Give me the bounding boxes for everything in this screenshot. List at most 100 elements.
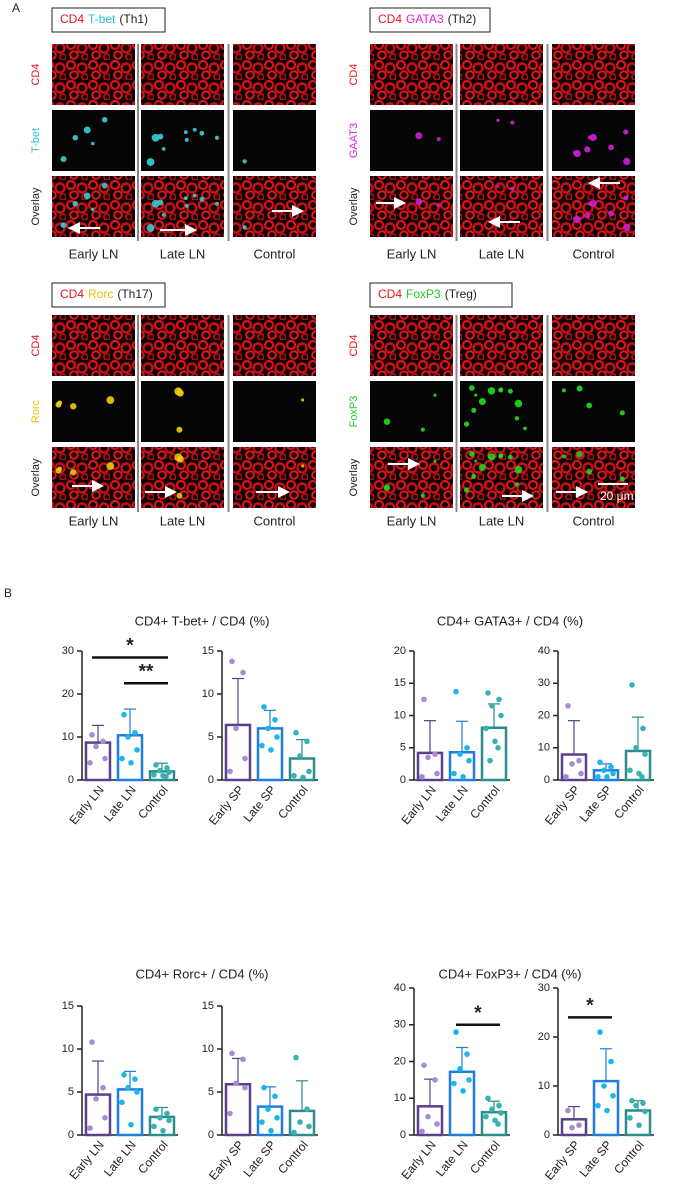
significance-label: * [126, 635, 134, 656]
data-point [240, 669, 246, 676]
marker-cell [510, 120, 515, 125]
marker-cell [433, 459, 437, 463]
marker-cell [183, 130, 188, 135]
data-point [233, 725, 239, 732]
y-tick-label: 0 [400, 774, 406, 786]
data-point [489, 703, 495, 709]
marker-cell [151, 199, 160, 208]
data-point [229, 658, 235, 665]
y-tick-label: 10 [62, 731, 74, 743]
data-point [604, 773, 610, 780]
data-point [627, 1115, 633, 1121]
y-tick-label: 40 [538, 645, 550, 657]
x-tick-label: Early LN [66, 783, 106, 827]
y-tick-label: 30 [538, 677, 550, 689]
data-point [151, 1123, 157, 1130]
marker-cell [176, 492, 183, 499]
marker-cell [589, 133, 597, 142]
data-point [128, 1121, 134, 1128]
micrograph-tile [141, 44, 224, 105]
data-point [227, 1110, 233, 1117]
data-point [297, 753, 303, 759]
micrograph-tile [370, 176, 453, 237]
marker-cell [478, 464, 486, 471]
y-tick-label: 20 [538, 1031, 550, 1043]
marker-cell [586, 468, 593, 475]
data-point [629, 682, 635, 688]
data-point [259, 742, 265, 749]
marker-cell [468, 451, 475, 457]
x-tick-label: Early SP [542, 1138, 583, 1183]
data-point [425, 1113, 431, 1120]
data-point [460, 773, 466, 780]
marker-cell [478, 398, 486, 405]
data-point [274, 734, 280, 740]
y-tick-label: 20 [538, 709, 550, 721]
data-point [157, 767, 163, 774]
marker-cell [157, 199, 164, 206]
marker-cell [301, 398, 305, 402]
data-point [610, 1093, 616, 1099]
y-tick-label: 15 [202, 1000, 214, 1012]
data-point [565, 703, 571, 709]
data-point [119, 755, 125, 762]
data-point [451, 1080, 457, 1087]
x-tick-label: Late SP [577, 783, 615, 825]
data-point [464, 744, 470, 751]
column-label: Late LN [479, 513, 525, 528]
legend-item: GATA3 [406, 12, 444, 26]
row-label: Rorc [30, 399, 42, 423]
x-tick-label: Control [135, 783, 171, 822]
data-point [604, 1107, 610, 1114]
data-point [640, 1100, 646, 1106]
data-point [434, 770, 440, 777]
data-point [496, 696, 502, 703]
marker-cell [496, 184, 500, 189]
marker-cell [83, 126, 91, 134]
marker-cell [584, 212, 591, 219]
column-label: Early LN [387, 513, 437, 528]
micrograph-tile [141, 315, 224, 376]
y-tick-label: 0 [68, 774, 74, 786]
marker-cell [420, 493, 425, 498]
legend-item: CD4 [378, 287, 402, 301]
legend-text: CD4 GATA3 (Th2) [378, 12, 476, 26]
data-point [434, 1121, 440, 1127]
marker-cell [576, 451, 583, 458]
data-point [601, 1083, 607, 1089]
marker-cell [561, 388, 566, 393]
data-point [233, 1080, 239, 1087]
data-point [132, 1076, 138, 1082]
data-point [125, 1084, 131, 1091]
row-label: Overlay [30, 187, 42, 225]
data-point [495, 744, 501, 751]
legend-item: Rorc [88, 287, 113, 301]
data-point [160, 1127, 166, 1134]
marker-cell [106, 462, 115, 470]
marker-cell [60, 222, 67, 229]
marker-cell [576, 385, 583, 392]
x-tick-label: Early LN [66, 1138, 106, 1182]
data-point [87, 760, 93, 766]
marker-cell [101, 117, 108, 123]
marker-cell [514, 482, 520, 487]
x-tick-label: Control [275, 1138, 311, 1177]
row-label: T-bet [30, 128, 42, 153]
data-point [569, 761, 575, 767]
significance-label: * [474, 1003, 482, 1024]
data-point [642, 751, 648, 757]
data-point [261, 704, 267, 710]
data-point [610, 770, 616, 777]
legend-text: CD4 Rorc (Th17) [60, 287, 153, 301]
x-tick-label: Control [135, 1138, 171, 1177]
micrograph-tile [460, 44, 543, 105]
micrograph-tile [370, 110, 453, 171]
data-point [242, 1084, 248, 1091]
data-point [293, 729, 299, 736]
marker-cell [106, 396, 115, 404]
data-point [164, 1110, 170, 1117]
chart-title: CD4+ GATA3+ / CD4 (%) [437, 613, 583, 628]
micrograph-tile [370, 315, 453, 376]
marker-cell [623, 157, 631, 166]
marker-cell [301, 464, 305, 468]
